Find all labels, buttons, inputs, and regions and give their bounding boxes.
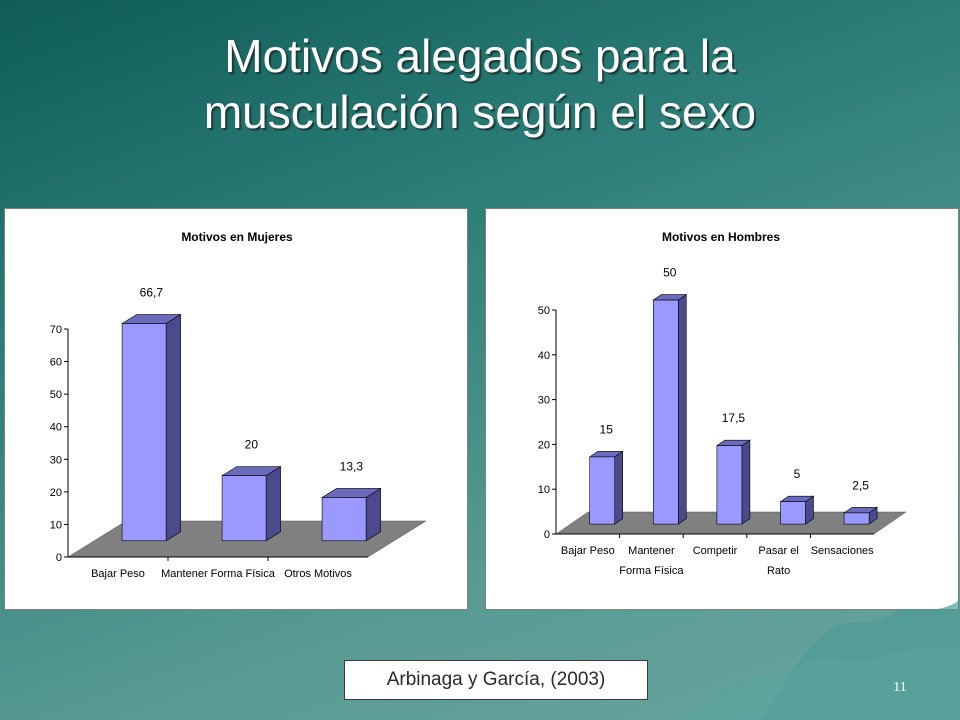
y-tick-label: 20 bbox=[50, 487, 62, 499]
bar-side bbox=[614, 450, 623, 525]
x-tick-label: Bajar Peso bbox=[91, 568, 145, 580]
bar bbox=[653, 299, 679, 525]
y-tick-label: 10 bbox=[50, 519, 62, 531]
data-label: 13,3 bbox=[340, 459, 364, 473]
y-tick-label: 30 bbox=[538, 395, 550, 407]
bar bbox=[780, 501, 806, 525]
bar bbox=[121, 323, 167, 542]
bar bbox=[843, 512, 870, 525]
data-label: 66,7 bbox=[140, 286, 164, 300]
x-tick-label: Sensaciones bbox=[811, 545, 874, 557]
bar bbox=[221, 475, 267, 542]
chart-panel-hombres: Motivos en Hombres 0 10 20 30 40 50 15 50 17,5 5 2,… bbox=[485, 208, 959, 610]
x-tick-label: Forma Física bbox=[619, 565, 684, 577]
data-label: 2,5 bbox=[852, 478, 869, 492]
x-tick-label: Competir bbox=[693, 545, 738, 557]
chart-hombres: Motivos en Hombres 0 10 20 30 40 50 15 50 17,5 5 2,… bbox=[538, 230, 907, 577]
y-tick-label: 70 bbox=[50, 324, 62, 336]
bar-side bbox=[741, 439, 751, 525]
chart-mujeres: Motivos en Mujeres 0 10 20 30 40 50 60 70 66,7 20 1… bbox=[50, 230, 427, 580]
y-tick-label: 10 bbox=[538, 484, 550, 496]
bar-side bbox=[165, 314, 181, 542]
chart-title: Motivos en Hombres bbox=[662, 230, 780, 244]
decorative-wave bbox=[680, 600, 960, 720]
x-tick-label: Mantener bbox=[628, 545, 675, 557]
data-label: 5 bbox=[794, 467, 801, 481]
slide-title-line-1: Motivos alegados para la bbox=[224, 30, 736, 82]
chart-title: Motivos en Mujeres bbox=[181, 230, 293, 244]
x-tick-label: Rato bbox=[767, 565, 790, 577]
x-tick-label: Pasar el bbox=[758, 545, 798, 557]
y-tick-label: 50 bbox=[538, 305, 550, 317]
bar bbox=[589, 456, 615, 525]
y-tick-label: 40 bbox=[538, 350, 550, 362]
bar-side bbox=[265, 466, 281, 542]
y-tick-label: 0 bbox=[544, 529, 550, 541]
y-tick-label: 50 bbox=[50, 389, 62, 401]
citation-box: Arbinaga y García, (2003) bbox=[344, 660, 648, 700]
x-tick-label: Mantener Forma Física bbox=[161, 568, 276, 580]
bar-side bbox=[678, 294, 687, 525]
slide-title-line-2: musculación según el sexo bbox=[203, 86, 757, 138]
y-tick-label: 30 bbox=[50, 454, 62, 466]
bar bbox=[321, 497, 367, 542]
y-tick-label: 40 bbox=[50, 422, 62, 434]
data-label: 50 bbox=[663, 266, 677, 280]
page-number: 11 bbox=[893, 680, 907, 695]
slide-title: Motivos alegados para la musculación seg… bbox=[0, 28, 960, 140]
chart-panel-mujeres: Motivos en Mujeres 0 10 20 30 40 50 60 70 66,7 20 1… bbox=[4, 208, 468, 610]
data-label: 20 bbox=[245, 438, 259, 452]
y-tick-label: 0 bbox=[56, 552, 62, 564]
y-tick-label: 20 bbox=[538, 439, 550, 451]
y-tick-label: 60 bbox=[50, 357, 62, 369]
data-label: 17,5 bbox=[722, 411, 746, 425]
x-tick-label: Otros Motivos bbox=[284, 568, 352, 580]
bar bbox=[716, 445, 743, 525]
data-label: 15 bbox=[600, 422, 614, 436]
x-tick-label: Bajar Peso bbox=[561, 545, 615, 557]
